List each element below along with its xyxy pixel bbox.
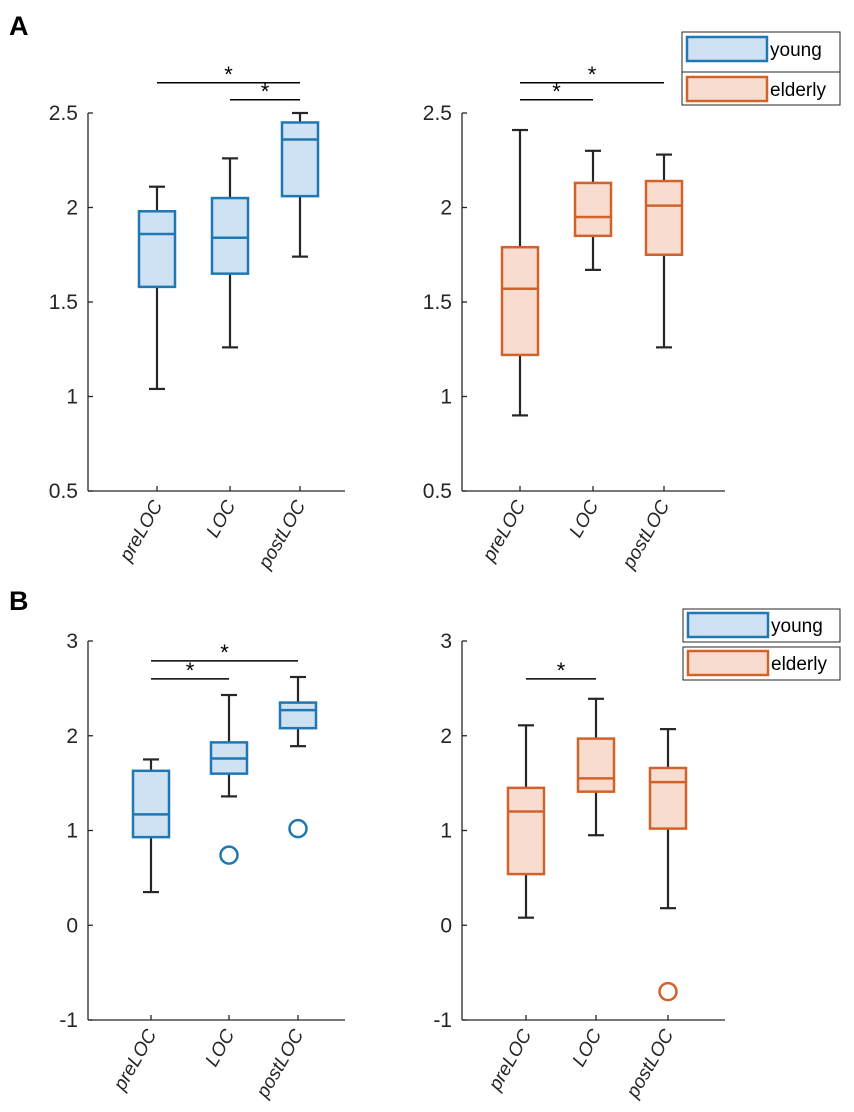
iqr-box <box>644 179 684 256</box>
panel-b-elderly-category-label: LOC <box>569 1026 607 1071</box>
panel-a-elderly-category-label: preLOC <box>478 497 530 566</box>
panel-a-elderly-significance-star: * <box>552 79 561 104</box>
panel-a-elderly-y-tick-label: 2.5 <box>423 102 452 125</box>
panel-a-elderly-box-loc <box>573 149 613 271</box>
panel-a-elderly-category-label: postLOC <box>618 497 674 574</box>
plot-b-elderly: -1 0 1 2 3 preLOC LOC postLOC * <box>433 630 725 1102</box>
panel-b-young-box-loc <box>209 693 249 865</box>
legend-b-elderly-label: elderly <box>771 654 827 675</box>
panel-b-young-y-tick-label: -1 <box>59 1009 78 1032</box>
panel-b-elderly-y-tick-label: 3 <box>440 630 452 653</box>
panel-a-young-y-tick-label: 1.5 <box>49 291 78 314</box>
panel-b-young-y-tick-label: 1 <box>66 820 78 843</box>
plot-a-young: 0.5 1 1.5 2 2.5 preLOC LOC postLOC * * <box>49 62 345 574</box>
panel-letter-b: B <box>9 586 29 616</box>
panel-a-young-box-loc <box>210 157 250 349</box>
panel-b-elderly-significance-star: * <box>557 658 566 683</box>
legend-a-young-swatch <box>685 35 769 63</box>
panel-a-young-y-tick-label: 2 <box>66 197 78 220</box>
panel-a-elderly-significance-star: * <box>588 62 597 87</box>
legend-b: young elderly <box>682 608 841 681</box>
panel-b-young-category-label: preLOC <box>109 1026 161 1095</box>
panel-b-young-significance-star: * <box>186 658 195 683</box>
panel-b-elderly-y-tick-label: -1 <box>433 1009 452 1032</box>
panel-b-young-y-tick-label: 2 <box>66 725 78 748</box>
panel-b-young-box-postloc <box>278 675 318 839</box>
panel-a-young-significance-star: * <box>224 62 233 87</box>
panel-a-young-category-label: preLOC <box>115 497 167 566</box>
panel-a-young-y-tick-label: 0.5 <box>49 480 78 503</box>
panel-a-young-y-tick-label: 2.5 <box>49 102 78 125</box>
legend-b-young-label: young <box>771 616 823 637</box>
panel-b-elderly-y-tick-label: 0 <box>440 914 452 937</box>
panel-a-elderly-y-tick-label: 1 <box>440 386 452 409</box>
panel-a-elderly-box-preloc <box>500 128 540 417</box>
iqr-box <box>573 181 613 238</box>
panel-b-young-y-tick-label: 0 <box>66 914 78 937</box>
panel-a-elderly-y-tick-label: 0.5 <box>423 480 452 503</box>
panel-a-young-box-postloc <box>280 111 320 258</box>
panel-a-young-box-preloc <box>137 185 177 391</box>
panel-a-elderly-category-label: LOC <box>566 497 604 542</box>
panel-letter-a: A <box>9 11 29 41</box>
panel-a-elderly-y-tick-label: 1.5 <box>423 291 452 314</box>
legend-a-young-label: young <box>770 40 822 61</box>
legend-b-young-swatch <box>686 611 770 639</box>
panel-b-elderly-category-label: postLOC <box>622 1026 678 1103</box>
iqr-box <box>576 737 616 793</box>
panel-b-young-y-tick-label: 3 <box>66 630 78 653</box>
panel-b-young-category-label: postLOC <box>252 1026 308 1103</box>
panel-a-elderly-box-postloc <box>644 153 684 349</box>
iqr-box <box>210 196 250 275</box>
iqr-box <box>506 786 546 876</box>
panel-b-young-box-preloc <box>131 758 171 894</box>
plot-b-young: -1 0 1 2 3 preLOC LOC postLOC * * <box>59 630 345 1102</box>
iqr-box <box>648 766 688 830</box>
panel-a-elderly-y-tick-label: 2 <box>440 197 452 220</box>
panel-a-young-category-label: LOC <box>203 497 241 542</box>
panel-a-young-category-label: postLOC <box>254 497 310 574</box>
panel-b-elderly-category-label: preLOC <box>484 1026 536 1095</box>
plot-a-elderly: 0.5 1 1.5 2 2.5 preLOC LOC postLOC * * <box>423 62 725 574</box>
iqr-box <box>137 210 177 289</box>
outlier-marker <box>219 845 239 865</box>
outlier-marker <box>658 981 678 1002</box>
legend-a-elderly-swatch <box>685 75 769 103</box>
panel-b-young-category-label: LOC <box>202 1026 240 1071</box>
panel-a-young-y-tick-label: 1 <box>66 386 78 409</box>
panel-b-elderly-y-tick-label: 2 <box>440 725 452 748</box>
legend-a: young elderly <box>681 31 841 106</box>
panel-b-young-significance-star: * <box>220 640 229 665</box>
legend-b-elderly-swatch <box>686 649 770 677</box>
outlier-marker <box>288 818 308 839</box>
legend-a-elderly-label: elderly <box>770 80 826 101</box>
iqr-box <box>131 769 171 839</box>
panel-a-young-significance-star: * <box>261 79 270 104</box>
iqr-box <box>500 245 540 357</box>
panel-b-elderly-box-preloc <box>506 724 546 919</box>
panel-b-elderly-box-postloc <box>648 728 688 1002</box>
iqr-box <box>280 121 320 198</box>
panel-b-elderly-y-tick-label: 1 <box>440 820 452 843</box>
panel-b-elderly-box-loc <box>576 697 616 837</box>
iqr-box <box>278 701 318 730</box>
